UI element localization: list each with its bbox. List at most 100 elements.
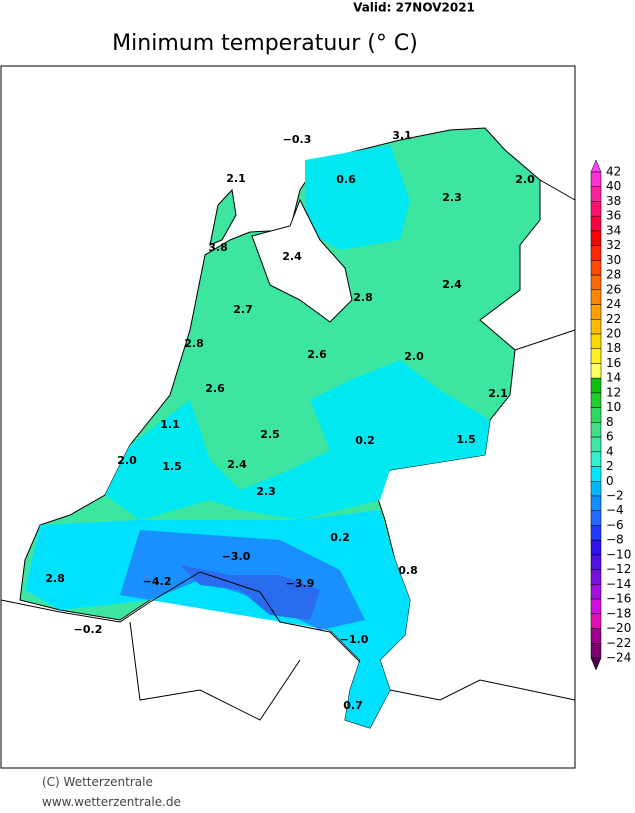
- colorbar-label: −22: [606, 636, 631, 650]
- border: [514, 329, 576, 351]
- station-value: −3.9: [286, 577, 315, 590]
- station-value: 2.5: [260, 428, 280, 441]
- station-value: 0.2: [355, 434, 375, 447]
- colorbar-label: 36: [606, 209, 621, 223]
- stations: −0.3 3.1 2.1 0.6 2.0 2.3 3.8 2.4 2.4 2.8 2.7 2.8 2.6…: [45, 129, 535, 712]
- colorbar-band: [590, 554, 602, 570]
- colorbar-label: 26: [606, 282, 621, 296]
- colorbar-label: −20: [606, 621, 631, 635]
- colorbar-band: [590, 598, 602, 615]
- colorbar-label: 22: [606, 312, 621, 326]
- station-value: 2.4: [227, 458, 247, 471]
- border: [539, 179, 576, 201]
- water: [251, 198, 353, 323]
- colorbar-band: [590, 245, 602, 261]
- colorbar-band: [590, 584, 602, 600]
- cyan-area: [105, 360, 490, 520]
- station-value: −4.2: [143, 575, 172, 588]
- colorbar-label: 0: [606, 474, 614, 488]
- colorbar-label: 28: [606, 268, 621, 282]
- colorbar-label: −12: [606, 562, 631, 576]
- colorbar-label: 34: [606, 223, 621, 237]
- colorbar-band: [590, 333, 602, 349]
- colorbar-band: [590, 392, 602, 408]
- station-value: 2.8: [45, 572, 65, 585]
- colorbar-label: −2: [606, 489, 624, 503]
- colorbar-label: 40: [606, 179, 621, 193]
- border: [389, 679, 576, 701]
- colorbar-label: −4: [606, 503, 624, 517]
- colorbar-label: −6: [606, 518, 624, 532]
- colorbar-label: 16: [606, 356, 621, 370]
- station-value: 0.2: [330, 531, 350, 544]
- colorbar-arrow: [590, 657, 602, 671]
- station-value: 1.1: [160, 418, 180, 431]
- station-value: 2.8: [353, 291, 373, 304]
- station-value: 1.5: [162, 460, 182, 473]
- colorbar-band: [590, 569, 602, 585]
- colorbar-label: 42: [606, 165, 621, 179]
- colorbar-label: −16: [606, 592, 631, 606]
- colorbar-band: [590, 436, 602, 453]
- colorbar-band: [590, 260, 602, 276]
- colorbar-label: −14: [606, 577, 631, 591]
- station-value: 2.3: [442, 191, 462, 204]
- station-value: 2.6: [307, 348, 327, 361]
- blue-area: [180, 565, 320, 620]
- colorbar-band: [590, 171, 602, 187]
- colorbar-band: [590, 348, 602, 364]
- station-value: 2.4: [442, 278, 462, 291]
- colorbar-band: [590, 539, 602, 556]
- colorbar-band: [590, 451, 602, 467]
- colorbar-label: −24: [606, 651, 631, 665]
- colorbar-band: [590, 377, 602, 394]
- station-value: 2.7: [233, 303, 253, 316]
- station-value: 3.1: [392, 129, 412, 142]
- station-value: −3.0: [222, 550, 251, 563]
- colorbar-label: 10: [606, 400, 621, 414]
- colorbar-band: [590, 510, 602, 526]
- colorbar-label: −8: [606, 533, 624, 547]
- station-value: 0.7: [343, 699, 363, 712]
- station-value: 2.6: [205, 382, 225, 395]
- border: [0, 571, 361, 663]
- colorbar-label: 8: [606, 415, 614, 429]
- station-value: 2.8: [184, 337, 204, 350]
- station-value: 2.0: [515, 173, 535, 186]
- border: [129, 621, 301, 721]
- colorbar-band: [590, 319, 602, 335]
- colorbar-label: 18: [606, 341, 621, 355]
- colorbar-band: [590, 274, 602, 291]
- colorbar-label: 12: [606, 385, 621, 399]
- colorbar: 424038363432302826242220181614121086420−…: [590, 159, 631, 671]
- colorbar-band: [590, 613, 602, 629]
- station-value: 2.3: [256, 485, 276, 498]
- colorbar-label: 32: [606, 238, 621, 252]
- colorbar-band: [590, 186, 602, 202]
- colorbar-band: [590, 525, 602, 541]
- map: [0, 65, 576, 769]
- url: www.wetterzentrale.de: [42, 795, 181, 809]
- station-value: 0.8: [398, 564, 418, 577]
- colorbar-band: [590, 407, 602, 423]
- colorbar-label: −18: [606, 606, 631, 620]
- colorbar-band: [590, 643, 602, 659]
- cyan-area: [305, 145, 410, 250]
- station-value: 2.1: [226, 172, 246, 185]
- station-value: 2.0: [117, 454, 137, 467]
- colorbar-band: [590, 466, 602, 482]
- station-value: −0.2: [74, 623, 103, 636]
- colorbar-band: [590, 215, 602, 232]
- colorbar-label: −10: [606, 547, 631, 561]
- colorbar-label: 24: [606, 297, 621, 311]
- colorbar-band: [590, 495, 602, 511]
- colorbar-band: [590, 481, 602, 497]
- colorbar-label: 38: [606, 194, 621, 208]
- colorbar-label: 30: [606, 253, 621, 267]
- station-value: 2.1: [488, 387, 508, 400]
- colorbar-label: 6: [606, 430, 614, 444]
- station-value: 0.6: [336, 173, 356, 186]
- station-value: 2.0: [404, 350, 424, 363]
